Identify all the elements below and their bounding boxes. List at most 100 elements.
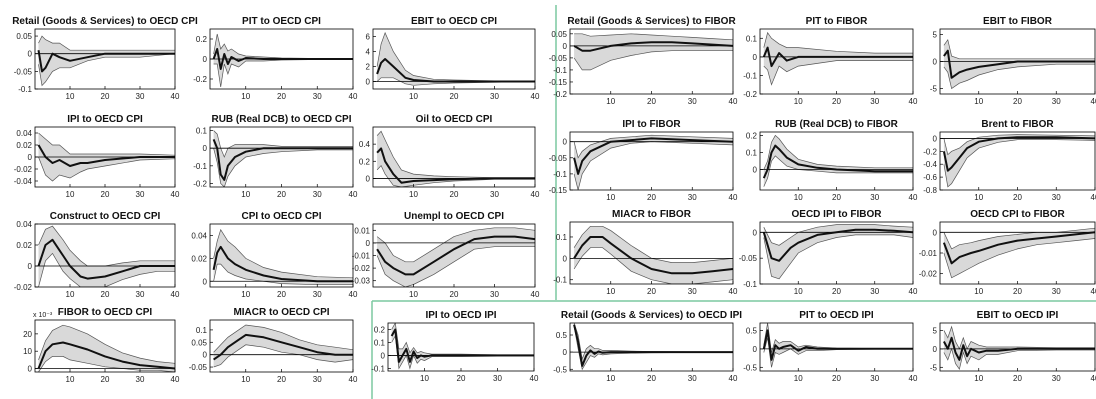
x-tick-label: 10 [241, 290, 250, 299]
chart-title: EBIT to FIBOR [983, 16, 1053, 27]
y-tick-label: 0 [203, 144, 208, 153]
y-tick-label: 0.5 [746, 326, 758, 335]
x-tick-label: 10 [974, 287, 983, 296]
y-tick-label: 0 [753, 345, 758, 354]
y-tick-label: 0.1 [196, 127, 208, 136]
lower-bound-line [213, 148, 353, 187]
y-tick-label: 0.04 [16, 129, 32, 138]
y-tick-label: -0.5 [553, 365, 567, 374]
x-tick-label: 30 [1052, 374, 1061, 383]
x-tick-label: 30 [870, 287, 879, 296]
y-tick-label: -0.02 [919, 270, 938, 279]
plot-area [760, 323, 913, 368]
x-tick-label: 30 [313, 290, 322, 299]
x-tick-label: 10 [974, 97, 983, 106]
y-tick-label: 0.04 [16, 220, 32, 229]
confidence-band [377, 32, 535, 86]
chart-title: Construct to OECD CPI [50, 211, 161, 222]
y-tick-label: 0.1 [196, 326, 208, 335]
chart-title: MIACR to OECD CPI [233, 307, 329, 318]
median-response-line [762, 46, 913, 68]
chart-title: OECD CPI to FIBOR [970, 209, 1065, 220]
y-tick-label: -0.1 [18, 85, 32, 94]
panel-miacr-to-fibor: MIACR to FIBOR 10 20 30 40 0.1 0 -0.1 [553, 209, 738, 296]
confidence-band [763, 224, 913, 279]
plot-area [210, 33, 353, 88]
upper-bound-line [943, 38, 1095, 60]
lower-bound-line [376, 246, 535, 287]
x-tick-label: 10 [794, 287, 803, 296]
confidence-band [213, 229, 353, 285]
x-tick-label: 40 [530, 374, 539, 383]
panel-dividers [371, 5, 1096, 399]
x-tick-label: 30 [490, 92, 499, 101]
x-tick-label: 40 [349, 190, 358, 199]
plot-area [35, 132, 175, 182]
y-tick-label: 0.1 [746, 34, 758, 43]
median-response-line [376, 58, 535, 83]
y-tick-label: 0 [28, 365, 33, 374]
y-tick-label: -0.1 [743, 280, 757, 289]
plot-area [570, 323, 733, 371]
x-tick-label: 40 [729, 193, 738, 202]
lower-bound-line [376, 77, 535, 86]
y-tick-label: 0 [563, 42, 568, 51]
x-tick-label: 40 [909, 287, 918, 296]
y-tick-label: -0.01 [919, 249, 938, 258]
chart-title: Brent to FIBOR [981, 119, 1054, 130]
plot-area [940, 134, 1095, 188]
x-tick-label: 20 [832, 97, 841, 106]
upper-bound-line [943, 227, 1095, 250]
x-tick-label: 40 [729, 287, 738, 296]
median-response-line [37, 341, 175, 370]
y-tick-label: 0 [933, 58, 938, 67]
x-tick-label: 40 [349, 290, 358, 299]
plot-area [570, 134, 733, 190]
y-tick-label: -0.2 [923, 147, 937, 156]
upper-bound-line [38, 132, 175, 156]
x-tick-label: 10 [409, 290, 418, 299]
y-tick-label: 0.05 [16, 32, 32, 41]
y-tick-label: 0.2 [374, 325, 386, 334]
chart-title: Retail (Goods & Services) to FIBOR [567, 16, 736, 27]
panel-pit-to-fibor: PIT to FIBOR 10 20 30 40 0.1 0 -0.1 -0.2 [743, 16, 918, 106]
y-tick-label: -0.6 [923, 173, 937, 182]
chart-title: Retail (Goods & Services) to OECD IPI [561, 310, 742, 321]
x-tick-label: 30 [870, 97, 879, 106]
y-tick-label: 0.02 [191, 254, 207, 263]
median-response-line [37, 144, 175, 167]
chart-title: OECD IPI to FIBOR [792, 209, 883, 220]
panel-oecd-ipi-to-fibor: OECD IPI to FIBOR 10 20 30 40 0 -0.05 -0.1 [739, 209, 918, 296]
axis-exponent: x 10⁻³ [33, 312, 53, 319]
y-tick-label: 0.5 [556, 331, 568, 340]
x-tick-label: 30 [688, 193, 697, 202]
median-response-line [943, 336, 1095, 361]
panel-pit-to-oecd-cpi: PIT to OECD CPI 10 20 30 40 0.2 0 -0.2 [193, 16, 358, 101]
y-tick-label: -0.02 [14, 283, 33, 292]
median-response-line [573, 236, 733, 275]
y-tick-label: -0.01 [352, 252, 371, 261]
x-tick-label: 10 [409, 92, 418, 101]
lower-bound-line [38, 356, 175, 372]
y-tick-label: 0.01 [354, 226, 370, 235]
y-tick-label: 0.2 [196, 35, 208, 44]
y-tick-label: 0 [933, 228, 938, 237]
y-tick-label: -0.05 [549, 54, 568, 63]
upper-bound-line [213, 130, 353, 158]
lower-bound-line [763, 155, 913, 187]
lower-bound-line [213, 58, 353, 88]
panel-ipi-to-oecd-cpi: IPI to OECD CPI 10 20 30 40 0.04 0.02 0 -0.02 -0.… [14, 114, 180, 199]
panel-retail-goods-services-to-oecd-cpi: Retail (Goods & Services) to OECD CPI 10 2… [12, 16, 198, 101]
y-tick-label: 6 [366, 33, 371, 42]
plot-area [760, 224, 913, 280]
panel-rub-real-dcb-to-oecd-cpi: RUB (Real DCB) to OECD CPI 10 20 30 40 0.1 0 -0… [193, 114, 358, 199]
confidence-band [943, 39, 1095, 89]
x-tick-label: 20 [450, 92, 459, 101]
chart-title: EBIT to OECD CPI [411, 16, 497, 27]
x-tick-label: 30 [870, 193, 879, 202]
x-tick-label: 10 [606, 287, 615, 296]
lower-bound-line [943, 63, 1095, 90]
confidence-band [38, 226, 175, 287]
